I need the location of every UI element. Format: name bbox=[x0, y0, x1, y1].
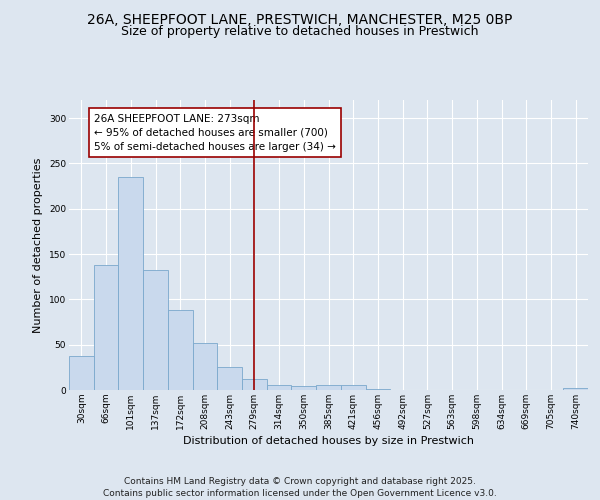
Bar bbox=[193, 343, 217, 390]
Bar bbox=[168, 310, 193, 390]
Text: Contains HM Land Registry data © Crown copyright and database right 2025.
Contai: Contains HM Land Registry data © Crown c… bbox=[103, 476, 497, 498]
Bar bbox=[365, 389, 390, 390]
Y-axis label: Number of detached properties: Number of detached properties bbox=[34, 158, 43, 332]
Text: Size of property relative to detached houses in Prestwich: Size of property relative to detached ho… bbox=[121, 25, 479, 38]
Text: 26A, SHEEPFOOT LANE, PRESTWICH, MANCHESTER, M25 0BP: 26A, SHEEPFOOT LANE, PRESTWICH, MANCHEST… bbox=[88, 12, 512, 26]
Bar bbox=[316, 384, 341, 390]
Bar bbox=[143, 270, 168, 390]
Bar bbox=[267, 384, 292, 390]
Text: 26A SHEEPFOOT LANE: 273sqm
← 95% of detached houses are smaller (700)
5% of semi: 26A SHEEPFOOT LANE: 273sqm ← 95% of deta… bbox=[94, 114, 335, 152]
Bar bbox=[563, 388, 588, 390]
Bar bbox=[118, 177, 143, 390]
Bar bbox=[242, 379, 267, 390]
Bar bbox=[69, 356, 94, 390]
Bar bbox=[217, 368, 242, 390]
Bar bbox=[94, 265, 118, 390]
X-axis label: Distribution of detached houses by size in Prestwich: Distribution of detached houses by size … bbox=[183, 436, 474, 446]
Bar bbox=[341, 384, 365, 390]
Bar bbox=[292, 386, 316, 390]
